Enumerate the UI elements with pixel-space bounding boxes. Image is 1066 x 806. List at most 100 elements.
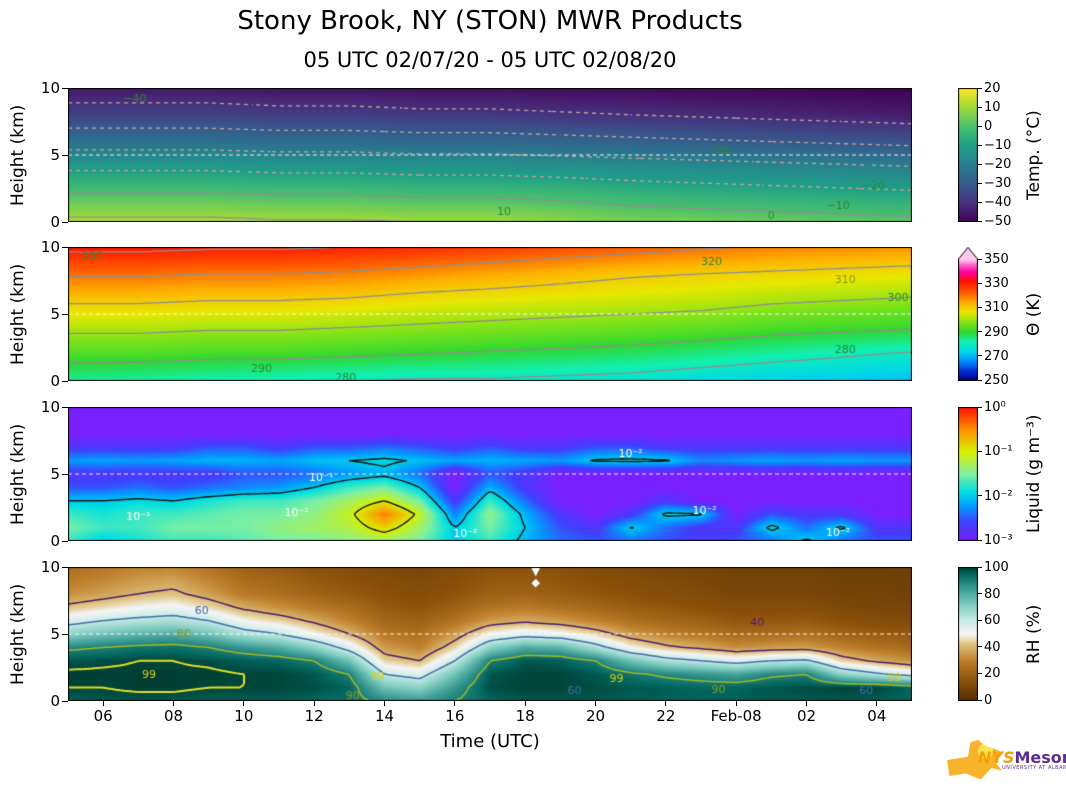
logo-text: NYSMesonet UNIVERSITY AT ALBANY — [978, 750, 1066, 771]
liquid-heatmap — [68, 407, 912, 541]
nys-mesonet-logo: NYSMesonet UNIVERSITY AT ALBANY — [946, 736, 1066, 796]
colorbar-tick-mark — [978, 106, 982, 108]
colorbar-tick-label: −20 — [984, 157, 1012, 172]
colorbar-tick-label: 60 — [984, 613, 1001, 629]
y-tick-mark — [62, 87, 68, 89]
x-tick-mark — [595, 701, 596, 706]
relative-humidity-colorbar — [958, 567, 978, 701]
colorbar-tick-mark — [978, 379, 982, 381]
y-tick-label: 5 — [50, 146, 60, 164]
colorbar-tick-label: 20 — [984, 666, 1001, 682]
colorbar-tick-mark — [978, 331, 982, 333]
colorbar-tick-label: 350 — [984, 252, 1009, 267]
panel-temperature: Height (km) Temp. (°C) — [0, 88, 1066, 222]
colorbar-tick-mark — [978, 282, 982, 284]
colorbar-tick-mark — [978, 87, 982, 89]
colorbar-tick-label: −40 — [984, 195, 1012, 210]
colorbar-tick-mark — [978, 566, 982, 568]
y-tick-mark — [62, 380, 68, 382]
colorbar-tick-label: 10⁻¹ — [984, 444, 1013, 460]
panel-relative-humidity: Height (km) RH (%) — [0, 567, 1066, 701]
potential-temperature-colorbar — [958, 247, 978, 381]
potential-temperature-heatmap — [68, 247, 912, 381]
colorbar-tick-label: 290 — [984, 324, 1009, 340]
logo-text-nys: NYS — [978, 748, 1015, 767]
colorbar-tick-label: 80 — [984, 586, 1001, 602]
y-tick-label: 5 — [50, 625, 60, 643]
y-tick-mark — [62, 566, 68, 568]
y-tick-label: 10 — [40, 79, 60, 97]
colorbar-tick-label: 40 — [984, 639, 1001, 655]
logo-tagline: UNIVERSITY AT ALBANY — [1002, 765, 1066, 771]
colorbar-tick-label: −50 — [984, 214, 1012, 229]
colorbar-tick-mark — [978, 593, 982, 595]
y-tick-mark — [62, 313, 68, 315]
x-tick-mark — [806, 701, 807, 706]
colorbar-tick-mark — [978, 163, 982, 165]
x-tick-mark — [243, 701, 245, 706]
y-tick-label: 10 — [40, 558, 60, 576]
colorbar-tick-label: 100 — [984, 560, 1009, 575]
colorbar-tick-mark — [978, 144, 982, 146]
x-tick-label: 16 — [445, 707, 465, 725]
colorbar-tick-label: 250 — [984, 373, 1009, 388]
colorbar-tick-mark — [978, 672, 982, 674]
x-tick-mark — [384, 701, 385, 706]
y-tick-label: 10 — [40, 398, 60, 416]
x-tick-label: 10 — [234, 707, 254, 725]
colorbar-tick-mark — [978, 646, 982, 648]
colorbar-tick-label: 0 — [984, 693, 993, 708]
y-tick-mark — [62, 540, 68, 542]
potential-temperature-colorbar-label: Θ (K) — [1024, 292, 1044, 336]
temperature-colorbar-label: Temp. (°C) — [1024, 110, 1044, 200]
colorbar-tick-label: 20 — [984, 81, 1001, 96]
x-axis-label: Time (UTC) — [440, 731, 540, 752]
y-tick-mark — [62, 473, 68, 475]
liquid-colorbar — [958, 407, 978, 541]
y-tick-label: 5 — [50, 305, 60, 323]
colorbar-tick-label: 0 — [984, 119, 993, 134]
logo-text-mesonet: Mesonet — [1014, 748, 1066, 767]
temperature-colorbar — [958, 88, 978, 222]
y-axis-label: Height (km) — [8, 583, 28, 685]
y-tick-label: 10 — [40, 238, 60, 256]
x-tick-mark — [665, 701, 667, 706]
panel-liquid: Height (km) Liquid (g m⁻³) — [0, 407, 1066, 541]
y-tick-mark — [62, 406, 68, 408]
y-tick-mark — [62, 154, 68, 156]
x-tick-mark — [454, 701, 456, 706]
colorbar-tick-label: 270 — [984, 348, 1009, 364]
figure-title: Stony Brook, NY (STON) MWR Products — [237, 6, 743, 36]
y-tick-label: 5 — [50, 465, 60, 483]
colorbar-tick-label: 330 — [984, 276, 1009, 292]
colorbar-tick-mark — [978, 258, 982, 260]
panel-potential-temperature: Height (km) Θ (K) — [0, 247, 1066, 381]
y-tick-label: 0 — [50, 213, 60, 231]
colorbar-tick-label: −10 — [984, 138, 1012, 153]
x-tick-label: 02 — [796, 707, 817, 725]
y-tick-mark — [62, 700, 68, 702]
relative-humidity-colorbar-label: RH (%) — [1024, 604, 1044, 664]
x-tick-mark — [735, 701, 737, 706]
colorbar-tick-mark — [978, 306, 982, 308]
y-tick-label: 0 — [50, 532, 60, 550]
figure-subtitle: 05 UTC 02/07/20 - 05 UTC 02/08/20 — [303, 48, 677, 72]
x-tick-label: 22 — [656, 707, 676, 725]
colorbar-tick-mark — [978, 125, 982, 127]
colorbar-tick-label: 10 — [984, 100, 1001, 115]
y-axis-label: Height (km) — [8, 263, 28, 365]
colorbar-tick-mark — [978, 619, 982, 621]
y-tick-mark — [62, 221, 68, 223]
colorbar-tick-label: 10⁻² — [984, 488, 1013, 504]
x-tick-mark — [313, 701, 315, 706]
colorbar-tick-label: −30 — [984, 176, 1012, 191]
x-tick-label: 20 — [585, 707, 606, 725]
y-axis-label: Height (km) — [8, 423, 28, 525]
x-tick-label: 14 — [374, 707, 395, 725]
colorbar-tick-mark — [978, 450, 982, 452]
y-tick-mark — [62, 246, 68, 248]
colorbar-tick-mark — [978, 495, 982, 497]
colorbar-tick-mark — [978, 220, 982, 222]
x-tick-label: 12 — [304, 707, 324, 725]
